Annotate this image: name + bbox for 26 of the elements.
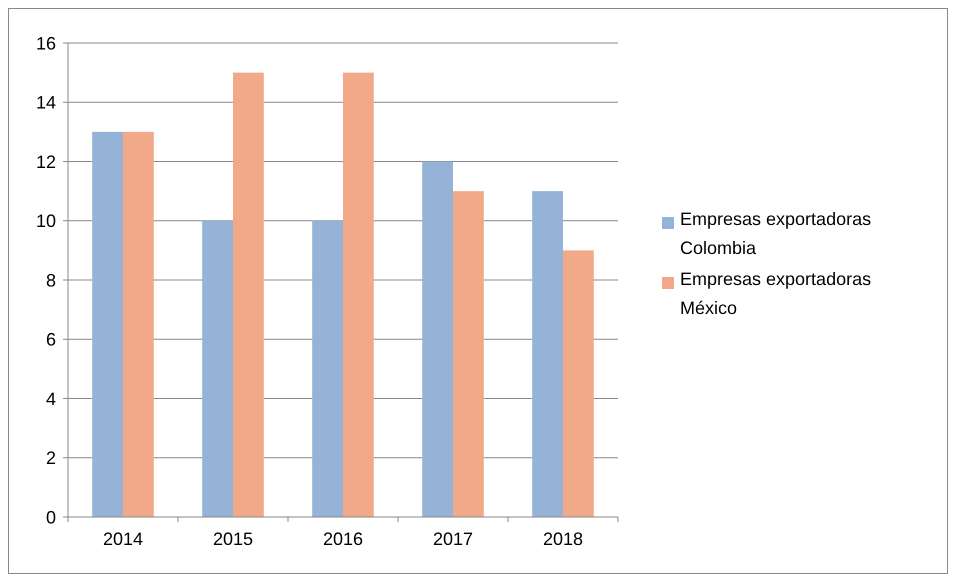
bar [563,250,594,517]
y-tick-label: 8 [46,270,56,290]
y-tick-label: 6 [46,330,56,350]
x-tick-label: 2018 [542,529,584,549]
bar [343,72,374,517]
x-tick-label: 2016 [322,529,364,549]
x-tick-label: 2014 [102,529,144,549]
bar [453,191,484,517]
bar [123,132,154,517]
y-tick-label: 4 [46,388,56,409]
y-tick-label: 2 [46,448,56,468]
bar [422,162,453,517]
legend-label: Empresas exportadoras México [680,269,872,318]
bar [202,220,233,517]
y-tick-label: 10 [36,211,56,232]
bar [233,72,264,517]
bar [92,132,123,517]
y-tick-label: 12 [36,152,56,172]
y-tick-label: 14 [36,92,56,113]
bar [532,191,563,517]
x-tick-label: 2017 [432,529,474,549]
x-tick-label: 2015 [212,529,254,549]
bar [312,220,343,517]
y-tick-label: 0 [46,507,56,528]
legend-label: Empresas exportadoras Colombia [680,209,872,258]
y-tick-label: 16 [36,33,56,54]
